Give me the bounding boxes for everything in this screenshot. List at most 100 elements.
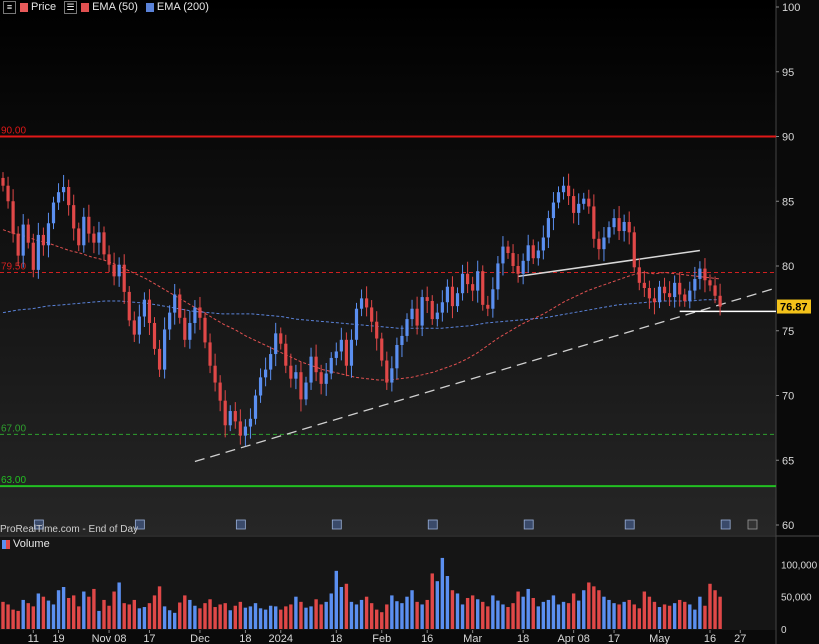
candle-body — [274, 333, 278, 355]
candle-body — [82, 216, 86, 246]
candle-body — [592, 206, 596, 239]
candle-body — [698, 268, 702, 279]
last-price-tag — [777, 299, 811, 314]
candle-body — [183, 317, 187, 340]
candle-body — [77, 228, 81, 246]
volume-bar — [66, 597, 71, 629]
volume-bar — [516, 591, 520, 629]
volume-bar — [359, 599, 364, 629]
candle-body — [16, 233, 20, 256]
volume-bar — [263, 609, 268, 629]
candle-body — [693, 278, 697, 291]
candle-body — [137, 316, 141, 335]
volume-swatch — [2, 539, 10, 549]
event-marker-icon[interactable] — [134, 519, 145, 530]
chart-legend-header: ≡ Price ☰ EMA (50) EMA (200) — [0, 0, 209, 14]
volume-bar — [667, 605, 672, 629]
volume-bar — [637, 608, 641, 629]
volume-bar — [657, 607, 662, 629]
candle-body — [668, 293, 672, 298]
volume-bar — [349, 601, 354, 629]
volume-bar — [415, 601, 419, 629]
volume-bar — [11, 609, 15, 629]
ascending-trendline[interactable] — [194, 287, 777, 463]
volume-bar — [708, 583, 712, 629]
event-marker-icon[interactable] — [235, 519, 246, 530]
volume-bar — [622, 601, 626, 629]
event-marker-icon[interactable] — [427, 519, 438, 530]
volume-bar — [597, 590, 601, 629]
candle-body — [72, 205, 76, 229]
time-tick-5: 18 — [239, 633, 251, 644]
candle-body — [319, 372, 323, 384]
volume-label[interactable]: Volume — [13, 538, 50, 550]
legend-price[interactable]: Price — [31, 1, 57, 13]
candle-body — [264, 369, 268, 378]
volume-bar — [445, 576, 450, 629]
volume-bar — [546, 599, 551, 629]
volume-bar — [21, 599, 25, 629]
candle-body — [289, 365, 293, 379]
candle-body — [420, 297, 424, 326]
candle-body — [243, 426, 247, 436]
candle-body — [51, 202, 56, 224]
volume-bar — [72, 595, 76, 629]
candle-body — [62, 187, 66, 193]
event-marker-icon[interactable] — [523, 519, 534, 530]
candle-body — [284, 343, 288, 366]
event-marker-icon[interactable] — [33, 519, 44, 530]
volume-bar — [127, 604, 131, 629]
volume-bar — [430, 573, 434, 629]
candle-body — [380, 338, 384, 361]
candle-body — [41, 234, 45, 246]
candle-body — [506, 246, 510, 254]
resistance-trendline[interactable] — [517, 249, 701, 278]
candle-body — [1, 177, 5, 186]
volume-tick-0: 100,000 — [781, 560, 818, 571]
volume-bar — [652, 601, 657, 629]
candle-body — [642, 282, 646, 289]
candle-body — [395, 344, 399, 369]
price-tick-5: 75 — [782, 326, 794, 338]
info-icon[interactable] — [747, 519, 758, 530]
level-label-3: 63.00 — [1, 475, 26, 486]
volume-bar — [87, 596, 91, 629]
volume-bar — [309, 606, 313, 629]
volume-bar — [627, 599, 631, 629]
volume-bar — [460, 604, 465, 629]
volume-bar — [672, 603, 677, 629]
volume-bar — [455, 593, 460, 629]
candle-body — [294, 372, 298, 379]
list-icon[interactable]: ☰ — [64, 0, 78, 14]
event-marker-icon[interactable] — [720, 519, 731, 530]
candle-body — [531, 245, 535, 259]
event-marker-icon[interactable] — [331, 519, 342, 530]
legend-ema200[interactable]: EMA (200) — [156, 1, 209, 13]
volume-bar — [364, 596, 369, 629]
candle-body — [107, 254, 111, 265]
candle-body — [561, 185, 566, 193]
ema50-swatch — [81, 2, 90, 12]
candle-body — [703, 268, 707, 281]
volume-bar — [173, 612, 177, 629]
volume-bar — [1, 601, 5, 629]
legend-ema50[interactable]: EMA (50) — [92, 1, 138, 13]
candle-body — [713, 285, 717, 296]
ema200-swatch — [145, 2, 154, 12]
volume-bar — [223, 603, 227, 629]
time-tick-2: Nov 08 — [92, 633, 127, 644]
volume-bar — [465, 597, 470, 629]
volume-bar — [390, 595, 394, 629]
menu-icon[interactable]: ≡ — [3, 0, 16, 14]
volume-bar — [304, 607, 308, 629]
candle-body — [683, 294, 687, 301]
candle-body — [627, 221, 631, 233]
candle-body — [673, 282, 677, 298]
volume-bar — [102, 599, 106, 629]
volume-bar — [440, 557, 445, 629]
candle-body — [152, 322, 157, 349]
event-marker-icon[interactable] — [624, 519, 635, 530]
volume-bar — [61, 587, 66, 629]
volume-bar — [77, 606, 81, 629]
volume-bar — [612, 603, 616, 629]
